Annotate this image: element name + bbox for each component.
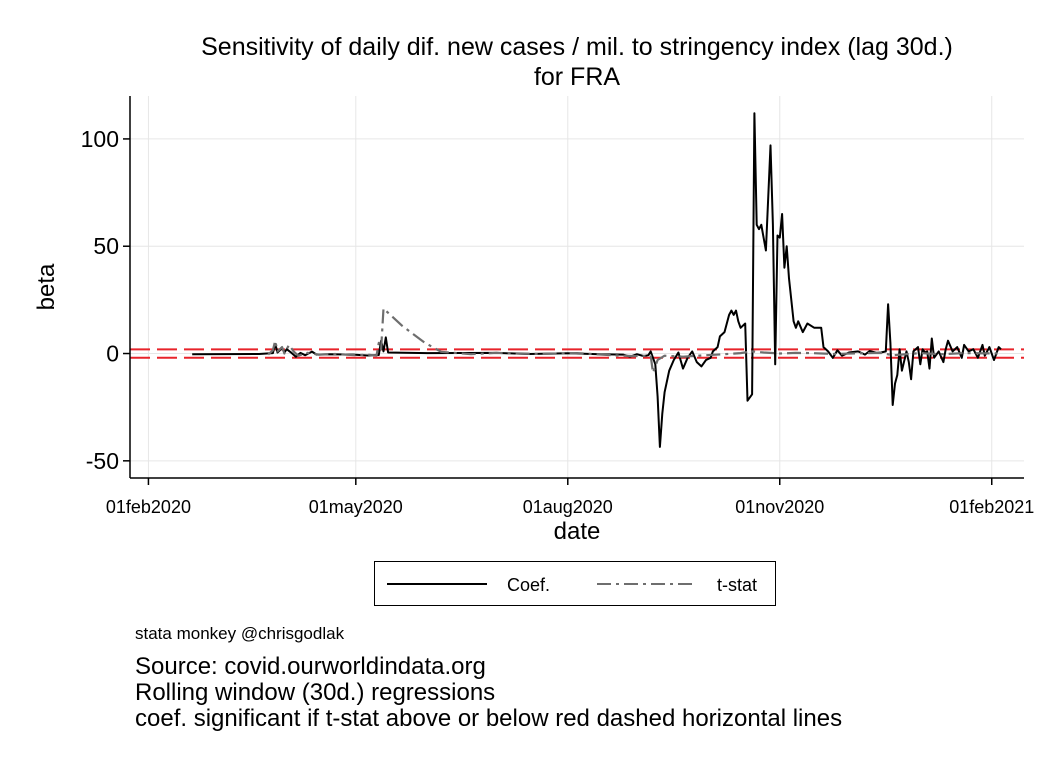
gridlines [130,96,1024,478]
legend-coef-label: Coef. [507,575,551,595]
legend: Coef. t-stat [374,561,776,606]
series-lines [192,112,1002,448]
y-tick-label: 50 [93,233,119,259]
series-line-coef [192,112,1002,448]
x-tick-label: 01feb2021 [949,497,1034,517]
chart-subtitle: for FRA [533,63,621,91]
legend-swatches [387,583,697,585]
note-window: Rolling window (30d.) regressions [135,679,496,706]
axes: -50 0 50 100 01feb2020 01may2020 01aug2020 01no… [81,96,1034,517]
legend-tstat-label: t-stat [717,575,758,595]
y-axis-title: beta [33,263,60,310]
y-tick-label: 100 [81,126,119,152]
credit-text: stata monkey @chrisgodlak [135,624,345,643]
x-tick-label: 01feb2020 [106,497,191,517]
chart-title: Sensitivity of daily dif. new cases / mi… [201,33,953,61]
series-line-tstat [267,307,1002,374]
x-tick-label: 01may2020 [309,497,403,517]
note-source: Source: covid.ourworldindata.org [135,653,486,680]
x-tick-label: 01nov2020 [735,497,824,517]
y-tick-label: 0 [106,341,119,367]
x-axis-title: date [554,518,601,545]
y-tick-label: -50 [86,448,119,474]
x-tick-label: 01aug2020 [523,497,613,517]
note-significance: coef. significant if t-stat above or bel… [135,705,843,732]
